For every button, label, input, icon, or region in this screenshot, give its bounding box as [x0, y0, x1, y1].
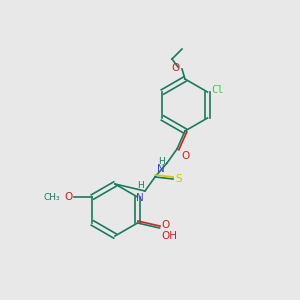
Text: O: O [172, 63, 180, 73]
Text: H: H [158, 157, 165, 166]
Text: S: S [175, 174, 181, 184]
Text: CH₃: CH₃ [44, 193, 61, 202]
Text: H: H [137, 181, 144, 190]
Text: OH: OH [161, 231, 178, 241]
Text: O: O [181, 151, 189, 161]
Text: N: N [157, 164, 165, 174]
Text: N: N [136, 193, 144, 203]
Text: Cl: Cl [212, 85, 224, 95]
Text: O: O [161, 220, 170, 230]
Text: O: O [64, 192, 73, 202]
